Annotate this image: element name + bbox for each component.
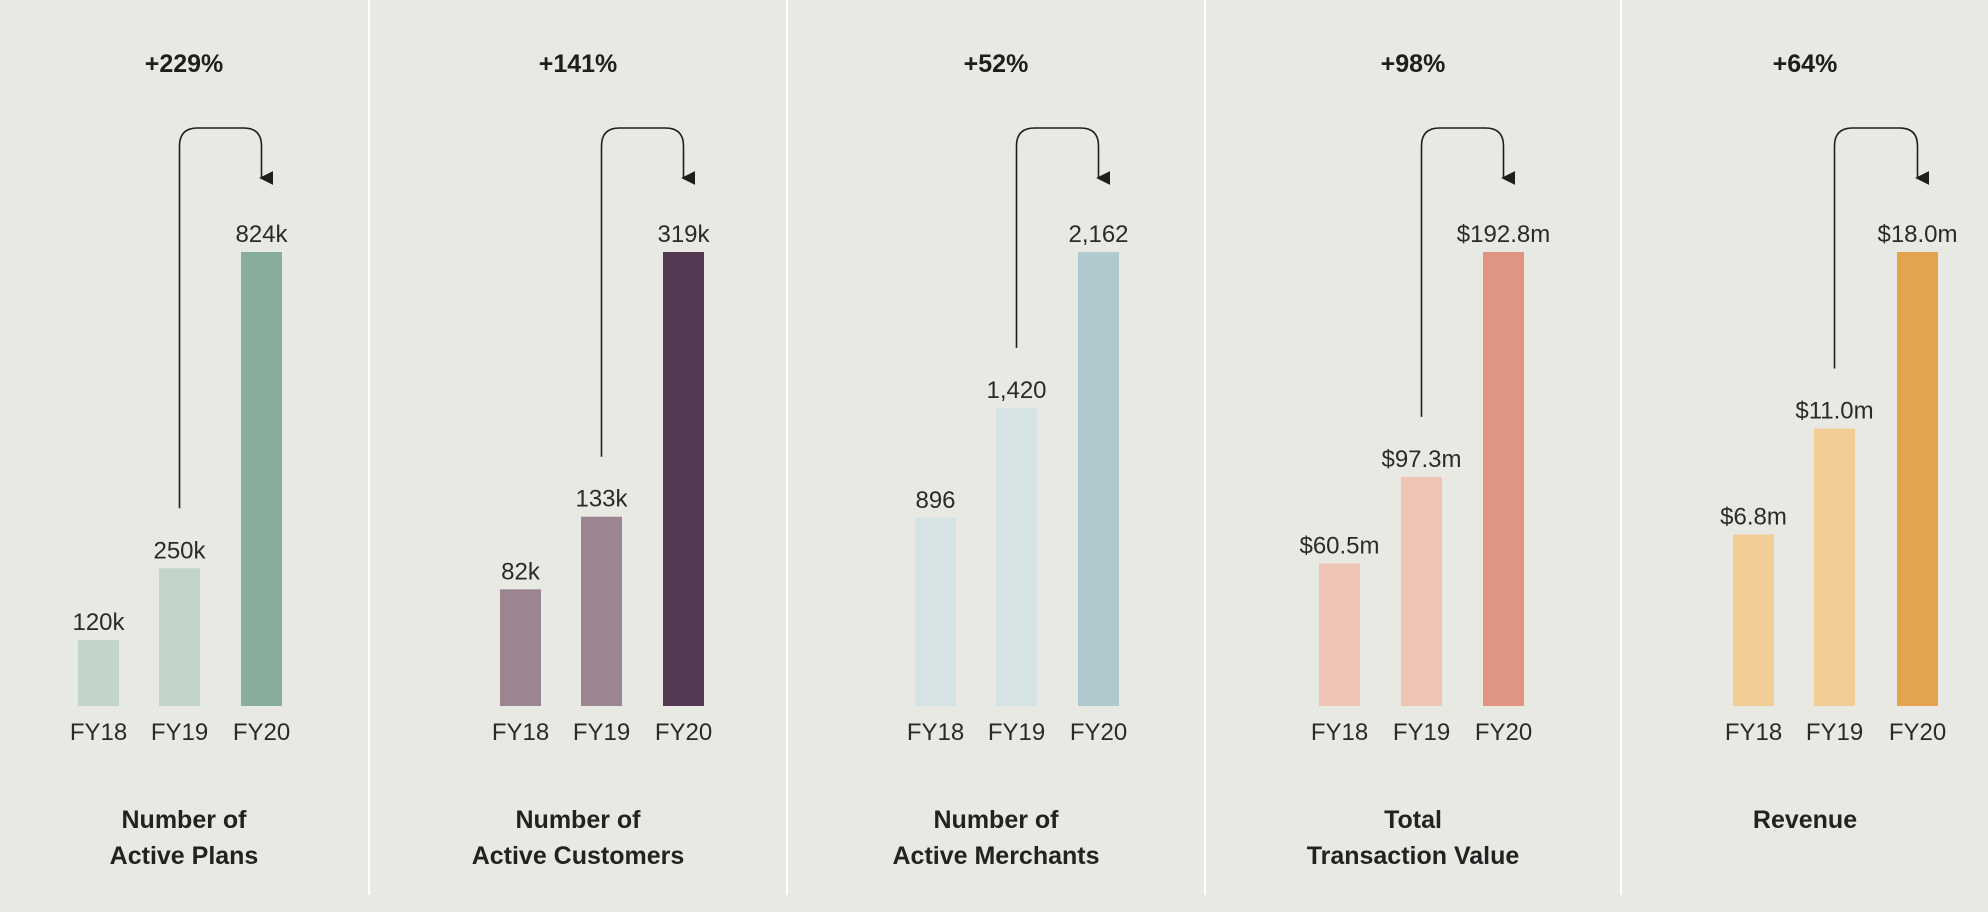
category-label: FY20 xyxy=(1070,719,1127,746)
bar xyxy=(159,568,200,706)
category-label: FY18 xyxy=(1725,719,1782,746)
value-label: 82k xyxy=(501,558,541,585)
bar xyxy=(1483,252,1524,706)
category-label: FY19 xyxy=(988,719,1045,746)
bar xyxy=(500,589,541,706)
value-label: $192.8m xyxy=(1457,221,1550,248)
chart-panel: +64% $6.8m FY18 $11.0m FY19 $18.0m FY20 Revenue xyxy=(1720,50,1957,834)
category-label: FY18 xyxy=(492,719,549,746)
value-label: 319k xyxy=(657,221,710,248)
value-label: 2,162 xyxy=(1068,221,1128,248)
category-label: FY18 xyxy=(70,719,127,746)
growth-label: +64% xyxy=(1773,50,1838,78)
chart-title: Number of xyxy=(122,806,248,834)
bar xyxy=(915,517,956,706)
chart-title: Active Merchants xyxy=(892,842,1099,870)
category-label: FY19 xyxy=(151,719,208,746)
bar xyxy=(1319,563,1360,706)
panel-divider xyxy=(786,0,788,895)
value-label: 896 xyxy=(915,487,955,514)
bar xyxy=(1814,428,1855,706)
panel-divider xyxy=(1204,0,1206,895)
chart-title: Transaction Value xyxy=(1307,842,1520,870)
bar xyxy=(1897,252,1938,706)
growth-arrow xyxy=(600,127,696,457)
chart-title: Revenue xyxy=(1753,806,1857,834)
chart-panel: +141% 82k FY18 133k FY19 319k FY20 Number of Act… xyxy=(472,50,712,870)
growth-label: +52% xyxy=(964,50,1029,78)
bar xyxy=(241,252,282,706)
growth-label: +98% xyxy=(1381,50,1446,78)
bar xyxy=(663,252,704,706)
growth-label: +141% xyxy=(539,50,618,78)
value-label: 120k xyxy=(72,609,125,636)
value-label: 824k xyxy=(235,221,288,248)
bar xyxy=(78,639,119,706)
value-label: 1,420 xyxy=(986,377,1046,404)
category-label: FY20 xyxy=(655,719,712,746)
bar xyxy=(996,407,1037,706)
bar xyxy=(1078,252,1119,706)
growth-arrow xyxy=(1015,127,1111,348)
bar xyxy=(1733,534,1774,706)
panel-divider xyxy=(1620,0,1622,895)
bar xyxy=(581,516,622,706)
chart-title: Active Plans xyxy=(110,842,259,870)
value-label: 133k xyxy=(575,486,628,513)
category-label: FY20 xyxy=(1889,719,1946,746)
value-label: $18.0m xyxy=(1877,221,1957,248)
chart-panel: +98% $60.5m FY18 $97.3m FY19 $192.8m FY20 Total… xyxy=(1299,50,1550,870)
growth-label: +229% xyxy=(145,50,224,78)
chart-title: Number of xyxy=(934,806,1060,834)
value-label: 250k xyxy=(153,537,206,564)
category-label: FY19 xyxy=(1806,719,1863,746)
growth-arrow xyxy=(178,127,274,509)
value-label: $97.3m xyxy=(1381,446,1461,473)
category-label: FY19 xyxy=(573,719,630,746)
chart-title: Total xyxy=(1384,806,1442,834)
chart-title: Active Customers xyxy=(472,842,685,870)
category-label: FY20 xyxy=(1475,719,1532,746)
category-label: FY18 xyxy=(1311,719,1368,746)
value-label: $6.8m xyxy=(1720,503,1787,530)
bar xyxy=(1401,476,1442,706)
chart-panel: +229% 120k FY18 250k FY19 824k FY20 Number of Ac… xyxy=(70,50,290,870)
value-label: $11.0m xyxy=(1795,398,1873,425)
category-label: FY18 xyxy=(907,719,964,746)
panel-divider xyxy=(368,0,370,895)
value-label: $60.5m xyxy=(1299,533,1379,560)
chart-panel: +52% 896 FY18 1,420 FY19 2,162 FY20 Number of Ac… xyxy=(892,50,1128,870)
category-label: FY19 xyxy=(1393,719,1450,746)
chart-title: Number of xyxy=(516,806,642,834)
growth-arrow xyxy=(1420,127,1516,417)
category-label: FY20 xyxy=(233,719,290,746)
growth-arrow xyxy=(1833,127,1930,369)
